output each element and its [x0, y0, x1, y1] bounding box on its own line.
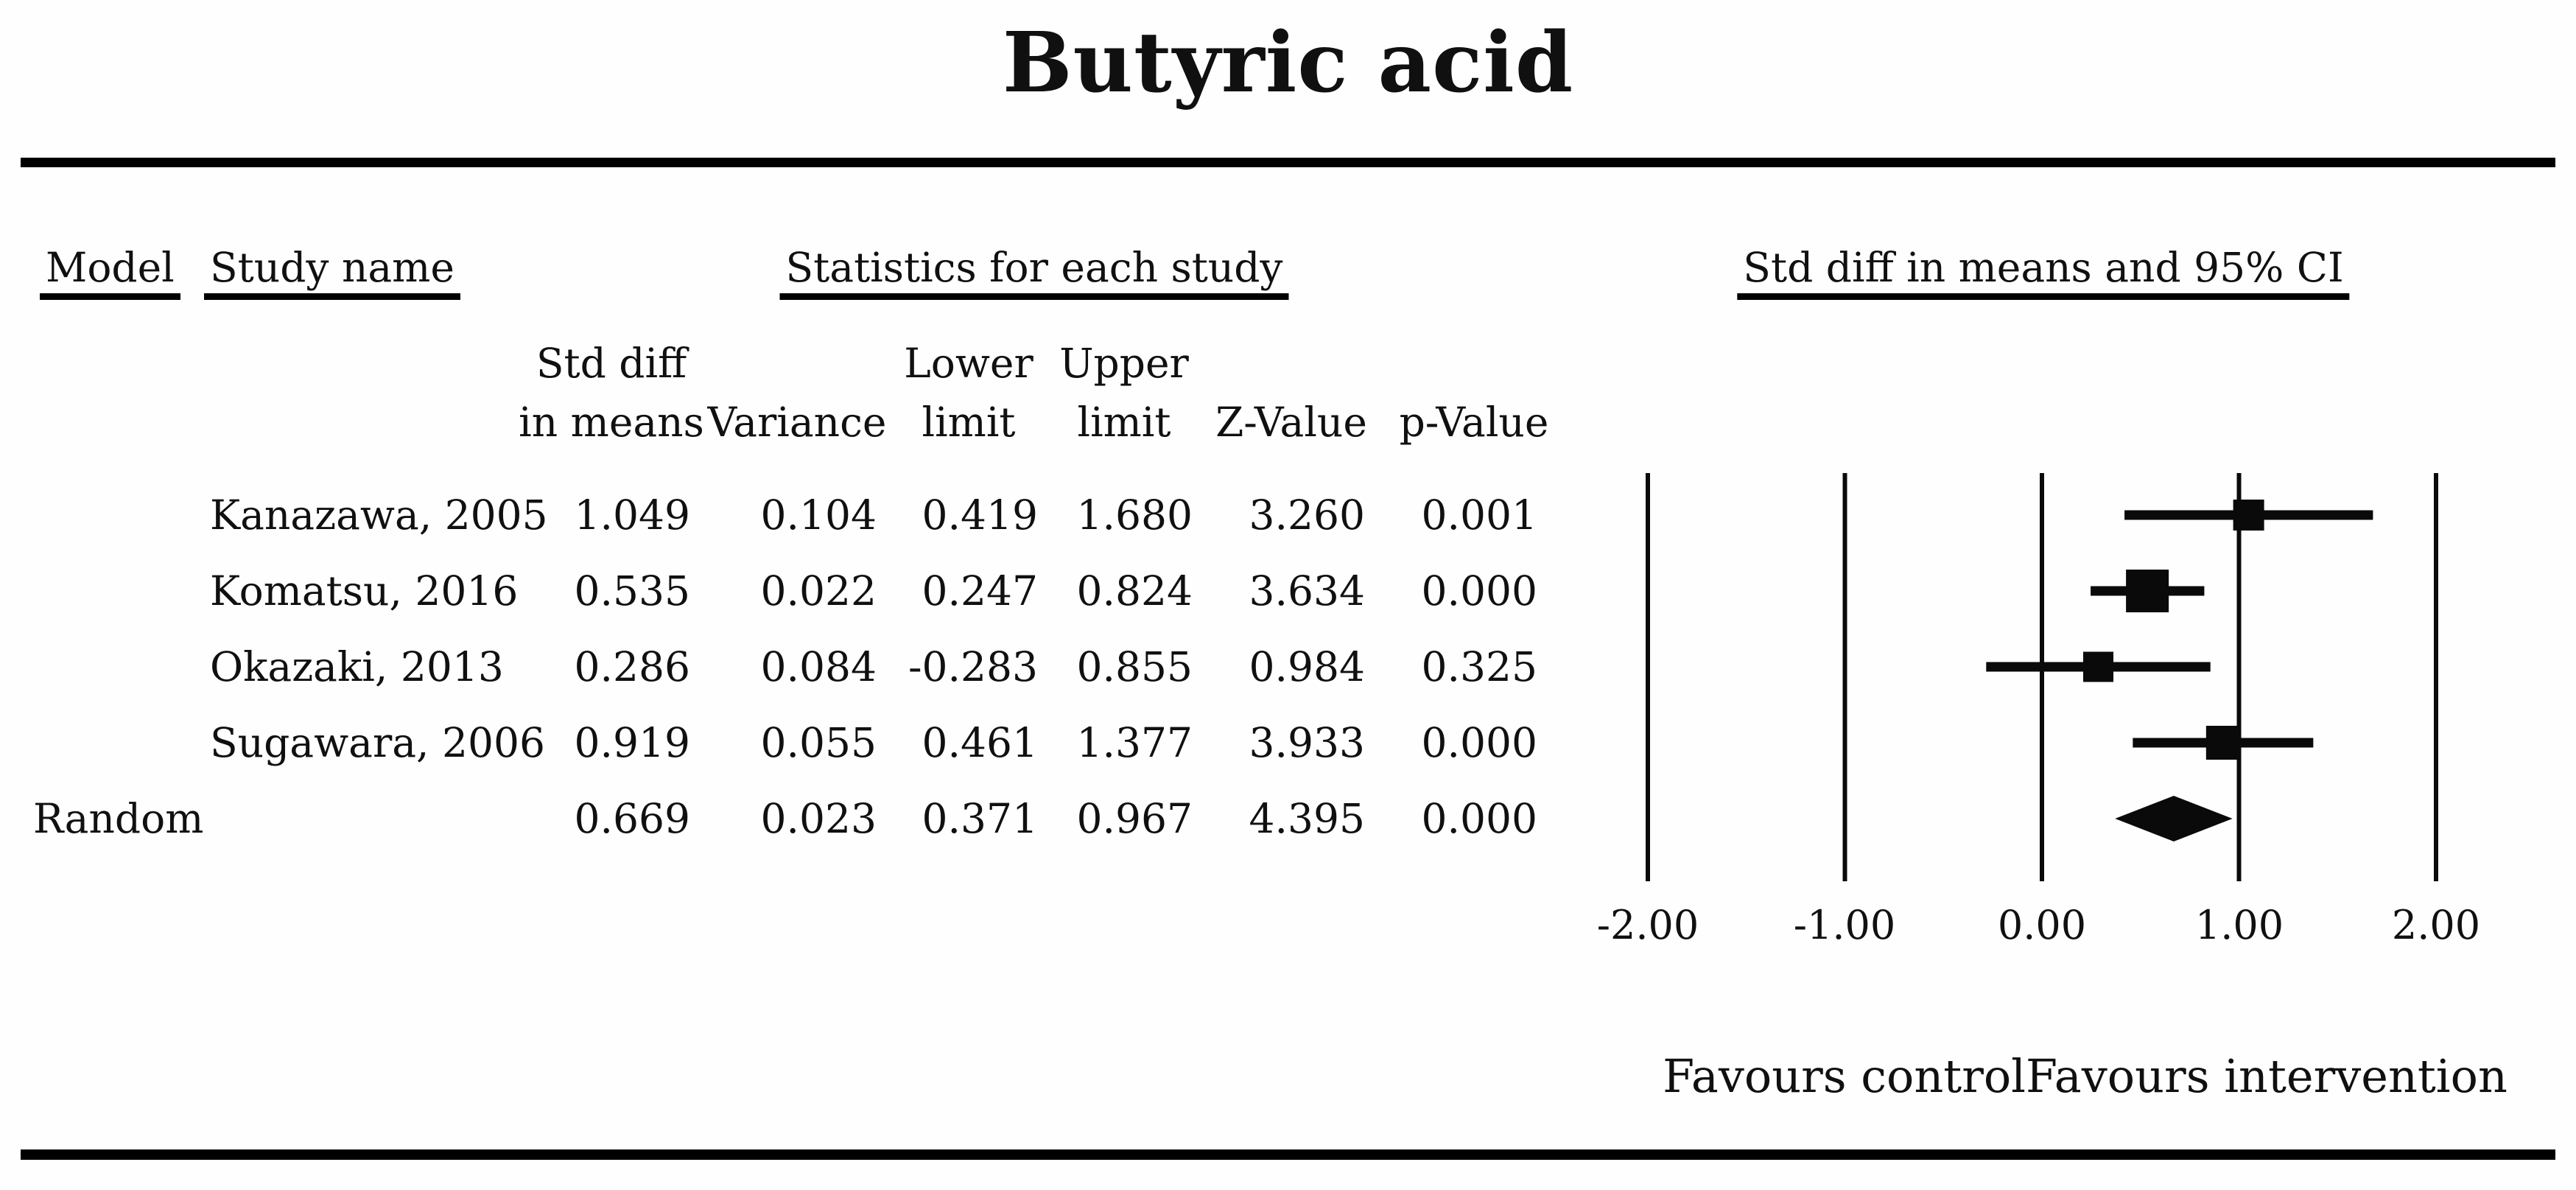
subheader-p-value: p-Value	[1400, 334, 1549, 452]
upper-limit-cell: 1.680	[1076, 491, 1193, 539]
x-tick-label: 0.00	[1997, 902, 2087, 948]
variance-cell: 0.023	[760, 795, 877, 842]
std-diff-cell: 0.919	[574, 719, 690, 766]
z-value-cell: 3.634	[1249, 567, 1365, 615]
subheader-line: limit	[922, 399, 1016, 446]
subheader-variance: Variance	[708, 334, 887, 452]
z-value-cell: 4.395	[1249, 795, 1365, 842]
upper-limit-cell: 0.824	[1076, 567, 1193, 615]
col-header-study-name: Study name	[204, 245, 460, 300]
upper-limit-cell: 1.377	[1076, 719, 1193, 766]
subheader-z-value: Z-Value	[1215, 334, 1367, 452]
z-value-cell: 0.984	[1249, 643, 1365, 690]
study-point-marker	[2233, 500, 2264, 531]
variance-cell: 0.084	[760, 643, 877, 690]
variance-cell: 0.055	[760, 719, 877, 766]
model-cell-random: Random	[33, 795, 204, 842]
std-diff-cell: 1.049	[574, 491, 690, 539]
col-header-effect-group: Std diff in means and 95% CI	[1737, 245, 2350, 300]
std-diff-cell: 0.535	[574, 567, 690, 615]
p-value-cell: 0.000	[1421, 719, 1537, 766]
std-diff-cell: 0.286	[574, 643, 690, 690]
variance-cell: 0.104	[760, 491, 877, 539]
x-tick-label: 2.00	[2391, 902, 2481, 948]
lower-limit-cell: 0.247	[922, 567, 1038, 615]
favours-control-label: Favours control	[1663, 1049, 2026, 1103]
variance-cell: 0.022	[760, 567, 877, 615]
subheader-line: Z-Value	[1215, 399, 1367, 446]
study-point-marker	[2083, 651, 2114, 682]
lower-limit-cell: 0.419	[922, 491, 1038, 539]
subheader-line	[708, 334, 887, 393]
subheader-line	[1215, 334, 1367, 393]
study-name-cell: Komatsu, 2016	[210, 567, 519, 615]
upper-limit-cell: 0.967	[1076, 795, 1193, 842]
study-point-marker	[2126, 570, 2169, 612]
study-name-cell: Okazaki, 2013	[210, 643, 504, 690]
subheader-line: p-Value	[1399, 399, 1549, 446]
lower-limit-cell: 0.371	[922, 795, 1038, 842]
upper-limit-cell: 0.855	[1076, 643, 1193, 690]
subheader-line: Lower	[904, 340, 1033, 387]
subheader-std-diff-in-means: Std diff in means	[519, 334, 704, 452]
col-header-model: Model	[40, 245, 180, 300]
subheader-line: limit	[1077, 399, 1171, 446]
subheader-line: Variance	[707, 399, 887, 446]
study-name-cell: Kanazawa, 2005	[210, 491, 548, 539]
subheader-line	[1400, 334, 1549, 393]
subheader-line: Upper	[1059, 340, 1189, 387]
z-value-cell: 3.933	[1249, 719, 1365, 766]
x-tick-label: -1.00	[1793, 902, 1896, 948]
bottom-rule	[21, 1149, 2555, 1160]
subheader-upper-limit: Upper limit	[1059, 334, 1189, 452]
col-header-statistics-group: Statistics for each study	[779, 245, 1289, 300]
lower-limit-cell: -0.283	[908, 643, 1038, 690]
subheader-lower-limit: Lower limit	[904, 334, 1033, 452]
study-name-cell: Sugawara, 2006	[210, 719, 545, 766]
z-value-cell: 3.260	[1249, 491, 1365, 539]
summary-diamond	[2115, 796, 2233, 841]
std-diff-cell: 0.669	[574, 795, 690, 842]
p-value-cell: 0.325	[1421, 643, 1537, 690]
p-value-cell: 0.000	[1421, 795, 1537, 842]
page-title: Butyric acid	[1002, 15, 1574, 111]
p-value-cell: 0.000	[1421, 567, 1537, 615]
study-point-marker	[2205, 726, 2240, 760]
x-tick-label: -2.00	[1596, 902, 1699, 948]
favours-intervention-label: Favours intervention	[2026, 1049, 2507, 1103]
top-rule	[21, 158, 2555, 167]
lower-limit-cell: 0.461	[922, 719, 1038, 766]
subheader-line: Std diff	[536, 340, 687, 387]
p-value-cell: 0.001	[1421, 491, 1537, 539]
x-tick-label: 1.00	[2194, 902, 2284, 948]
subheader-line: in means	[519, 399, 704, 446]
